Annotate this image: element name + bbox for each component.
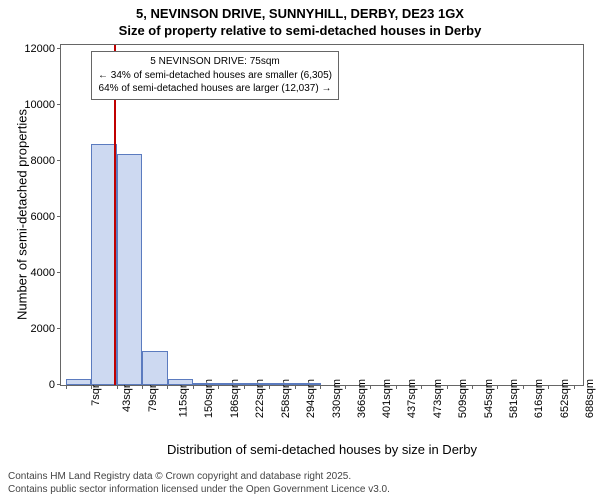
x-tick-label: 473sqm xyxy=(432,379,444,418)
x-tick-label: 616sqm xyxy=(533,379,545,418)
x-tick-label: 652sqm xyxy=(559,379,571,418)
x-tick-label: 581sqm xyxy=(509,379,521,418)
x-tick xyxy=(370,385,371,389)
x-tick xyxy=(295,385,296,389)
x-tick-label: 366sqm xyxy=(356,379,368,418)
x-tick-label: 330sqm xyxy=(331,379,343,418)
plot-area: 0200040006000800010000120007sqm43sqm79sq… xyxy=(60,44,584,386)
y-tick xyxy=(57,104,61,105)
y-tick xyxy=(57,48,61,49)
x-tick xyxy=(421,385,422,389)
x-tick xyxy=(269,385,270,389)
x-tick xyxy=(91,385,92,389)
y-tick-label: 6000 xyxy=(31,211,61,223)
histogram-bar xyxy=(66,379,91,385)
x-tick xyxy=(345,385,346,389)
x-tick xyxy=(66,385,67,389)
histogram-bar xyxy=(91,144,116,385)
x-tick xyxy=(244,385,245,389)
y-tick-label: 12000 xyxy=(24,43,61,55)
x-tick-label: 401sqm xyxy=(381,379,393,418)
x-tick xyxy=(142,385,143,389)
x-tick-label: 509sqm xyxy=(458,379,470,418)
x-tick xyxy=(548,385,549,389)
x-tick xyxy=(218,385,219,389)
x-tick xyxy=(447,385,448,389)
histogram-bar xyxy=(219,383,244,385)
x-tick xyxy=(117,385,118,389)
x-tick xyxy=(396,385,397,389)
y-tick-label: 0 xyxy=(49,379,61,391)
histogram-bar xyxy=(244,383,269,385)
y-tick xyxy=(57,384,61,385)
annotation-box: 5 NEVINSON DRIVE: 75sqm← 34% of semi-det… xyxy=(91,51,339,100)
x-tick xyxy=(320,385,321,389)
x-axis-label: Distribution of semi-detached houses by … xyxy=(60,442,584,457)
annotation-line: 64% of semi-detached houses are larger (… xyxy=(98,82,332,96)
y-tick xyxy=(57,160,61,161)
y-tick-label: 2000 xyxy=(31,323,61,335)
chart-title-sub: Size of property relative to semi-detach… xyxy=(0,21,600,38)
footer-line: Contains HM Land Registry data © Crown c… xyxy=(8,470,390,483)
chart-footer: Contains HM Land Registry data © Crown c… xyxy=(8,470,390,496)
histogram-bar xyxy=(117,154,142,385)
x-tick xyxy=(574,385,575,389)
x-tick-label: 437sqm xyxy=(407,379,419,418)
chart-title-main: 5, NEVINSON DRIVE, SUNNYHILL, DERBY, DE2… xyxy=(0,0,600,21)
x-tick xyxy=(167,385,168,389)
y-axis-label: Number of semi-detached properties xyxy=(15,105,30,325)
y-tick xyxy=(57,272,61,273)
y-tick-label: 10000 xyxy=(24,99,61,111)
histogram-bar xyxy=(142,351,167,385)
y-tick-label: 4000 xyxy=(31,267,61,279)
y-tick-label: 8000 xyxy=(31,155,61,167)
y-tick xyxy=(57,328,61,329)
histogram-bar xyxy=(168,379,193,385)
x-tick xyxy=(497,385,498,389)
y-tick xyxy=(57,216,61,217)
x-tick xyxy=(523,385,524,389)
histogram-bar xyxy=(270,383,295,385)
x-tick-label: 545sqm xyxy=(483,379,495,418)
annotation-line: ← 34% of semi-detached houses are smalle… xyxy=(98,69,332,83)
annotation-line: 5 NEVINSON DRIVE: 75sqm xyxy=(98,55,332,69)
x-tick xyxy=(193,385,194,389)
footer-line: Contains public sector information licen… xyxy=(8,483,390,496)
x-tick-label: 688sqm xyxy=(584,379,596,418)
x-tick xyxy=(472,385,473,389)
chart-container: 5, NEVINSON DRIVE, SUNNYHILL, DERBY, DE2… xyxy=(0,0,600,500)
histogram-bar xyxy=(193,383,218,385)
histogram-bar xyxy=(295,383,320,385)
